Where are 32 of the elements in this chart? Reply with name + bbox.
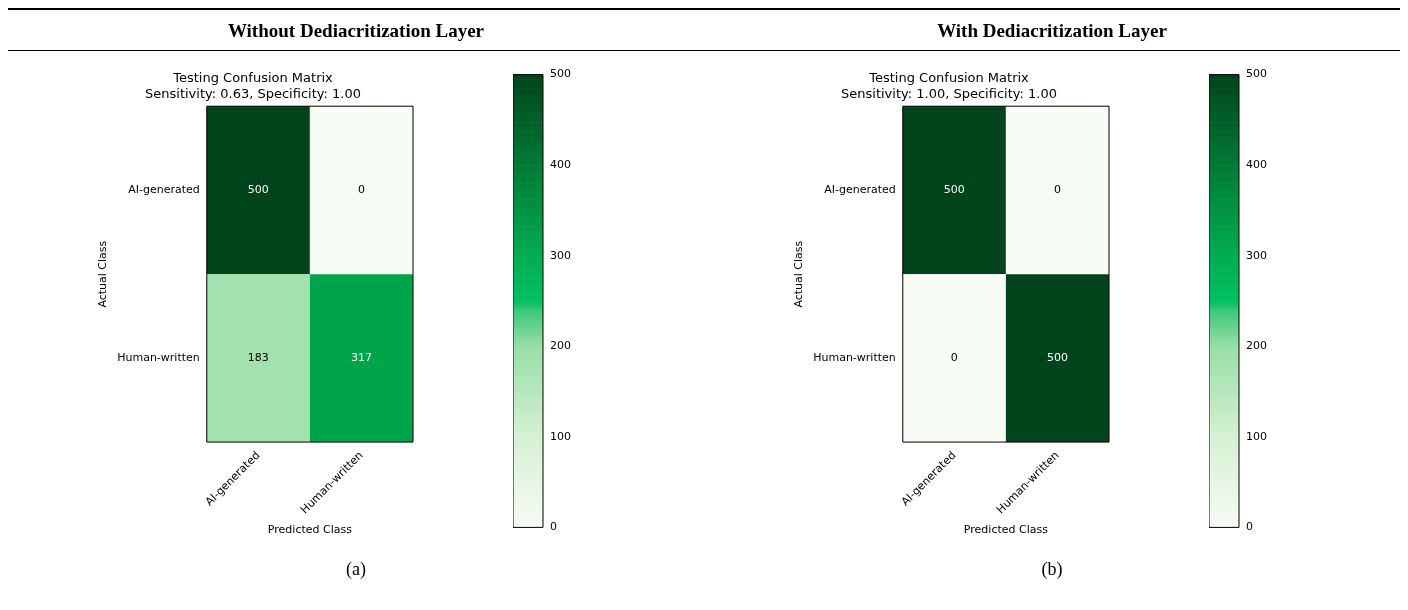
color-bar-label: 200 xyxy=(550,339,571,353)
chart-title: Testing Confusion Matrix xyxy=(172,70,334,86)
y-axis-title: Actual Class xyxy=(96,240,110,308)
text: (b) xyxy=(1040,559,1064,580)
color-bar-label: 300 xyxy=(550,248,571,262)
color-bar-label: 0 xyxy=(550,520,557,534)
x-axis-title: Predicted Class xyxy=(963,523,1049,537)
color-bar-label: 400 xyxy=(550,158,571,172)
text: With Dediacritization Layer xyxy=(936,19,1168,43)
text: (a) xyxy=(345,559,367,580)
color-bar-label: 300 xyxy=(1246,248,1267,262)
chart-title: Testing Confusion Matrix xyxy=(868,70,1030,86)
color-bar-label: 500 xyxy=(1246,67,1267,81)
data-label: 183 xyxy=(247,350,269,364)
y-axis-title: Actual Class xyxy=(792,240,806,308)
data-label: 500 xyxy=(943,183,965,197)
color-bar-label: 400 xyxy=(1246,158,1267,172)
color-bar-label: 500 xyxy=(550,67,571,81)
chart-subtitle: Sensitivity: 1.00, Specificity: 1.00 xyxy=(841,85,1057,101)
color-bar-label: 0 xyxy=(1246,520,1253,534)
text: Without Dediacritization Layer xyxy=(226,19,486,43)
color-bar-label: 100 xyxy=(1246,429,1267,443)
data-label: 0 xyxy=(950,350,958,364)
data-label: 500 xyxy=(1046,350,1068,364)
x-axis-title: Predicted Class xyxy=(267,523,353,537)
data-label: 317 xyxy=(350,350,372,364)
color-bar-label: 100 xyxy=(550,429,571,443)
data-label: 0 xyxy=(1053,183,1061,197)
chart-subtitle: Sensitivity: 0.63, Specificity: 1.00 xyxy=(145,85,361,101)
data-label: 500 xyxy=(247,183,269,197)
data-label: 0 xyxy=(357,183,365,197)
color-bar-label: 200 xyxy=(1246,339,1267,353)
